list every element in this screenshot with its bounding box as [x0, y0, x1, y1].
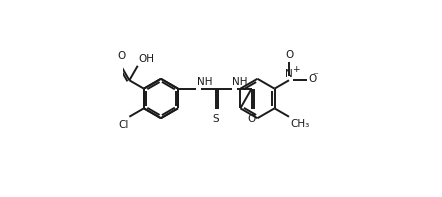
- Text: NH: NH: [232, 77, 248, 87]
- Text: +: +: [293, 65, 300, 74]
- Text: OH: OH: [139, 54, 155, 64]
- Text: O: O: [118, 51, 126, 61]
- Text: O: O: [309, 74, 316, 84]
- Text: NH: NH: [197, 77, 213, 87]
- Text: S: S: [213, 114, 219, 124]
- Text: Cl: Cl: [118, 120, 128, 130]
- Text: O: O: [248, 114, 255, 124]
- Text: ⁻: ⁻: [312, 71, 318, 81]
- Text: O: O: [285, 50, 293, 60]
- Text: N: N: [285, 69, 293, 79]
- Text: CH₃: CH₃: [290, 119, 309, 129]
